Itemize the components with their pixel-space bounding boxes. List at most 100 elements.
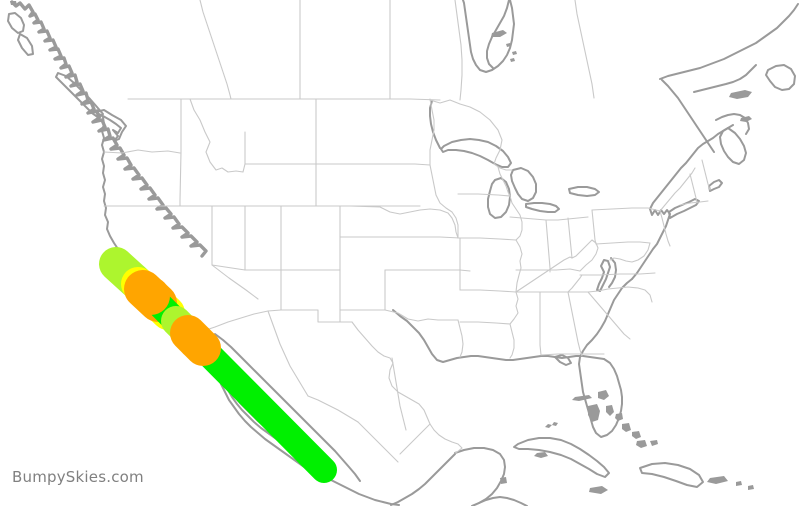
hudson-bay-islet-3 [510, 58, 515, 62]
border-ia-il [509, 195, 523, 241]
border-mexico-sinaloa [307, 395, 359, 423]
turks-caicos [650, 440, 658, 446]
border-nv-ca [211, 205, 259, 300]
florida-keys-2 [552, 422, 558, 426]
border-pa-md [595, 241, 651, 245]
border-ne-ks [339, 236, 461, 239]
haida-gwaii-island-south [17, 33, 34, 56]
bahamas-inagua [636, 440, 647, 448]
map-state-borders [103, 0, 711, 463]
anticosti-island [729, 90, 752, 99]
border-sd-mn-ia [429, 164, 459, 239]
lesser-antilles-1 [736, 481, 742, 486]
border-ne-sd [315, 205, 459, 239]
cuba [513, 437, 610, 478]
border-ga-sc [587, 291, 631, 340]
border-mi-wi [493, 163, 513, 171]
border-pa-ny [591, 207, 661, 212]
bahamas-cat-island [615, 413, 623, 421]
border-sd-nd [315, 163, 431, 166]
british-columbia-coast [10, 0, 208, 258]
chesapeake-bay [596, 259, 611, 292]
border-tx-ok [339, 309, 459, 322]
border-ar-la [459, 321, 511, 325]
border-nc-va [579, 272, 656, 276]
yucatan-peninsula [454, 447, 506, 506]
border-in-oh [567, 217, 573, 259]
border-ut-az [211, 264, 282, 271]
bahamas-acklins [632, 431, 641, 439]
border-tn-nc [567, 274, 583, 293]
cozumel-island [500, 477, 507, 484]
mexico-gulf-coast-south [390, 453, 456, 506]
mexico-pacific-coast [326, 477, 400, 506]
border-wa-or [103, 149, 181, 154]
cape-cod [708, 179, 723, 192]
bahamas-abaco [598, 390, 609, 400]
lesser-antilles-2 [748, 485, 754, 490]
border-oh-pa [591, 209, 597, 245]
hispaniola [639, 462, 704, 488]
flight-route-turbulence[interactable] [99, 247, 337, 483]
bumpyskies-watermark: BumpySkies.com [12, 468, 144, 486]
border-mexico-coahuila [391, 357, 407, 431]
border-ia-mo [457, 237, 517, 241]
bahamas-eleuthera [606, 405, 614, 416]
border-sc-nc [587, 286, 653, 303]
border-id-wa-or [179, 98, 182, 207]
border-al-ga [567, 291, 583, 357]
gaspe-peninsula [693, 64, 757, 93]
border-mn-ia [457, 193, 511, 197]
border-tn-ky [515, 268, 581, 272]
new-brunswick-coast [715, 113, 750, 135]
florida-keys [545, 424, 552, 428]
bahamas-grand-bahama [572, 395, 592, 401]
border-ky-ohio-river [515, 256, 573, 293]
us-atlantic-coast [631, 124, 734, 280]
border-bc-ab [199, 0, 232, 100]
border-mb-on [454, 0, 463, 101]
long-island [668, 198, 700, 219]
st-lawrence-river [661, 79, 715, 153]
bahamas-andros [588, 404, 600, 422]
border-us-canada [127, 98, 441, 101]
prince-edward-island [740, 116, 752, 122]
florida-peninsula [578, 278, 633, 438]
border-ky-va-wv [571, 239, 599, 272]
st-lawrence-north-shore [659, 3, 799, 80]
central-america-coast [471, 496, 528, 506]
border-ok-ks [384, 269, 471, 272]
mississippi-delta [554, 354, 572, 366]
haida-gwaii-island [7, 12, 25, 34]
gulf-of-california-east-coast [214, 333, 361, 482]
border-ar-ms [509, 291, 519, 325]
border-mn-wi [497, 166, 511, 197]
border-nh-vt [689, 173, 698, 204]
lake-superior [440, 138, 512, 168]
border-il-in [545, 219, 551, 273]
lake-erie [525, 202, 560, 213]
border-mo-il [515, 239, 523, 293]
border-nm-mexico [280, 309, 353, 323]
hudson-bay-islet-2 [512, 51, 517, 55]
border-mi-oh-in [545, 216, 589, 221]
lake-huron [510, 167, 537, 202]
border-ma-ct [679, 200, 709, 206]
nova-scotia [719, 127, 747, 165]
bahamas-long-island [622, 423, 631, 432]
border-mo-ar [459, 289, 517, 293]
turbulence-marker[interactable] [132, 277, 170, 315]
delmarva-peninsula [608, 257, 617, 288]
hudson-bay-islet-1 [506, 43, 511, 47]
puerto-rico [707, 476, 728, 484]
border-la-ms [509, 323, 515, 359]
border-tx-mexico-rio-grande [351, 321, 463, 454]
border-ny-nj [659, 210, 671, 247]
border-mexico-central [357, 421, 399, 463]
border-va-md [609, 242, 651, 263]
lake-michigan [487, 177, 511, 219]
turbulence-marker[interactable] [178, 323, 214, 359]
border-wi-il [509, 216, 547, 221]
